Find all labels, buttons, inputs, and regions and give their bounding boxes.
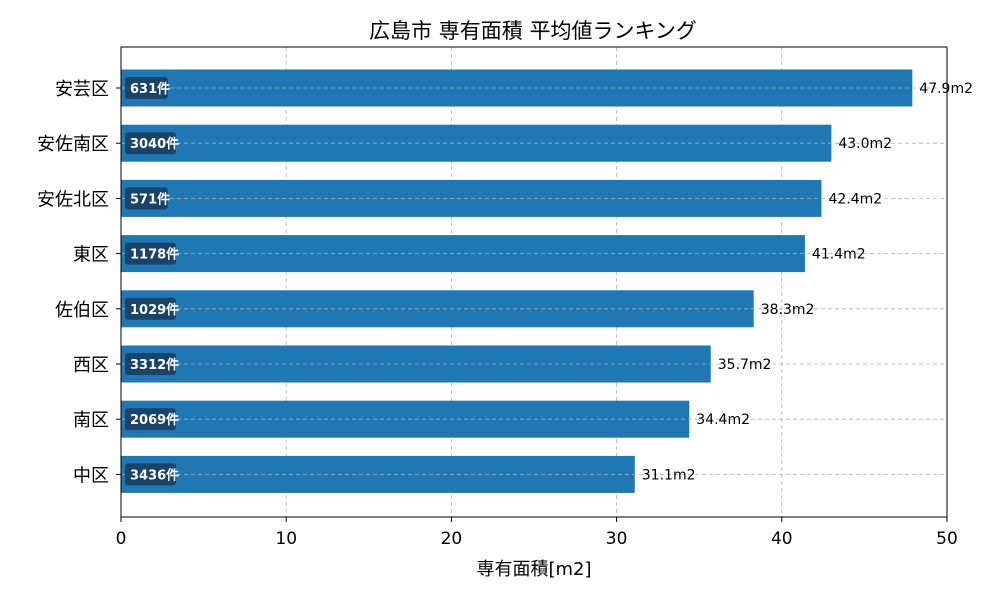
y-tick-label: 東区 [73, 245, 109, 266]
value-label: 31.1m2 [642, 467, 696, 483]
count-badge [125, 408, 176, 431]
y-tick-label: 安芸区 [55, 79, 109, 100]
count-label: 571件 [130, 191, 170, 207]
x-axis-label: 専有面積[m2] [476, 559, 591, 580]
count-label: 3436件 [130, 467, 179, 483]
x-tick-label: 30 [606, 529, 628, 549]
x-tick-label: 0 [116, 529, 127, 549]
x-tick-label: 20 [441, 529, 463, 549]
count-badge [125, 463, 176, 486]
x-tick-label: 10 [275, 529, 297, 549]
count-label: 631件 [130, 81, 170, 97]
count-badge [125, 187, 168, 210]
value-label: 34.4m2 [696, 412, 750, 428]
y-tick-label: 安佐南区 [37, 134, 109, 155]
count-label: 3040件 [130, 136, 179, 152]
plot-frame [120, 46, 948, 518]
y-tick-label: 南区 [73, 410, 109, 431]
grid-layer [120, 47, 948, 517]
value-label: 42.4m2 [828, 191, 882, 207]
count-label: 2069件 [130, 412, 179, 428]
count-badge [125, 297, 176, 320]
value-label: 47.9m2 [919, 81, 973, 97]
count-label: 1029件 [130, 302, 179, 318]
x-tick-label: 50 [936, 529, 958, 549]
y-tick-label: 西区 [73, 355, 109, 376]
value-label: 43.0m2 [838, 136, 892, 152]
count-badge [125, 242, 176, 265]
x-tick-label: 40 [771, 529, 793, 549]
y-tick-label: 佐伯区 [55, 300, 109, 321]
value-label: 41.4m2 [812, 247, 866, 263]
count-label: 3312件 [130, 357, 179, 373]
count-badge [125, 132, 176, 155]
y-tick-label: 安佐北区 [37, 189, 109, 210]
value-label: 35.7m2 [718, 357, 772, 373]
value-label: 38.3m2 [761, 302, 815, 318]
count-badge [125, 77, 168, 99]
count-badge [125, 353, 176, 375]
y-tick-label: 中区 [73, 465, 109, 486]
count-label: 1178件 [130, 247, 179, 263]
bars-layer: 631件 47.9m2 3040件 43.0m2 571件 42.4m2 1178件 41.4… [121, 69, 973, 493]
chart-title: 広島市 専有面積 平均値ランキング [369, 19, 697, 43]
x-axis: 0 10 20 30 40 50 [116, 517, 958, 549]
